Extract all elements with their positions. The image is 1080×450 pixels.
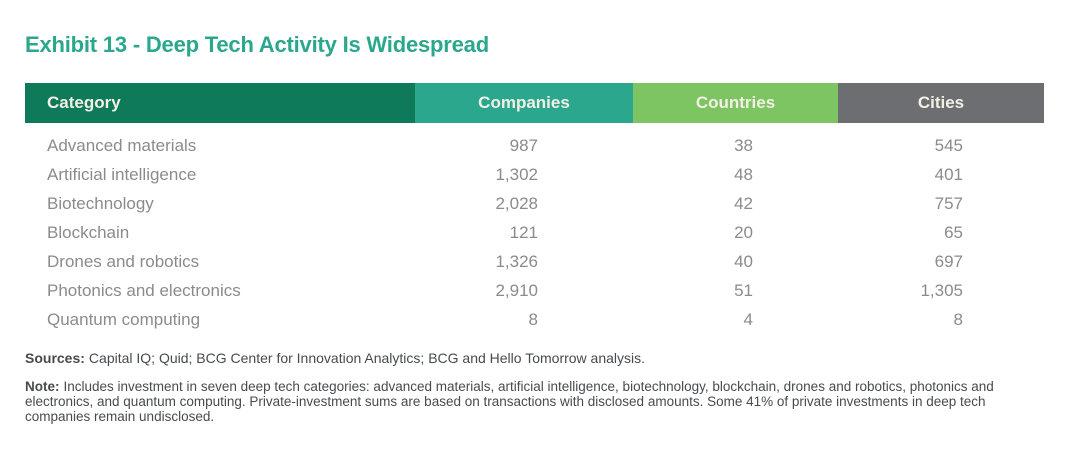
companies-cell: 1,302	[495, 164, 538, 184]
cities-cell: 697	[934, 251, 963, 271]
deep-tech-table: Category Companies Countries Cities Adva…	[25, 83, 1044, 334]
cities-cell: 8	[953, 309, 963, 329]
companies-cell: 2,028	[495, 193, 538, 213]
companies-cell: 1,326	[495, 251, 538, 271]
cities-cell: 401	[934, 164, 963, 184]
note-label: Note:	[25, 378, 60, 394]
column-header-companies: Companies	[415, 83, 633, 123]
column-header-countries: Countries	[633, 83, 838, 123]
countries-cell: 38	[734, 135, 753, 155]
countries-cell: 20	[734, 222, 753, 242]
cities-cell: 757	[934, 193, 963, 213]
category-cell: Drones and robotics	[47, 251, 200, 271]
companies-cell: 8	[528, 309, 538, 329]
companies-cell: 2,910	[495, 280, 538, 300]
table-header-row: Category Companies Countries Cities	[25, 83, 1044, 123]
table-row: Blockchain 121 20 65	[25, 218, 1044, 247]
companies-cell: 987	[509, 135, 538, 155]
countries-cell: 42	[734, 193, 753, 213]
category-cell: Biotechnology	[47, 193, 154, 213]
table-row: Photonics and electronics 2,910 51 1,305	[25, 276, 1044, 305]
table-row: Biotechnology 2,028 42 757	[25, 189, 1044, 218]
category-cell: Advanced materials	[47, 135, 197, 155]
cities-cell: 65	[944, 222, 963, 242]
countries-cell: 51	[734, 280, 753, 300]
cities-cell: 545	[934, 135, 963, 155]
column-header-cities: Cities	[838, 83, 1044, 123]
countries-cell: 4	[743, 309, 753, 329]
note-text: Includes investment in seven deep tech c…	[25, 378, 994, 425]
table-row: Advanced materials 987 38 545	[25, 131, 1044, 160]
companies-cell: 121	[509, 222, 538, 242]
sources-line: Sources: Capital IQ; Quid; BCG Center for…	[25, 350, 1050, 367]
table-body: Advanced materials 987 38 545 Artificial…	[25, 131, 1044, 334]
sources-label: Sources:	[25, 350, 85, 366]
category-cell: Quantum computing	[47, 309, 201, 329]
table-row: Drones and robotics 1,326 40 697	[25, 247, 1044, 276]
table-row: Quantum computing 8 4 8	[25, 305, 1044, 334]
countries-cell: 40	[734, 251, 753, 271]
sources-text: Capital IQ; Quid; BCG Center for Innovat…	[88, 350, 646, 366]
page-title: Exhibit 13 - Deep Tech Activity Is Wides…	[25, 32, 489, 57]
category-cell: Artificial intelligence	[47, 164, 197, 184]
table-row: Artificial intelligence 1,302 48 401	[25, 160, 1044, 189]
cities-cell: 1,305	[920, 280, 963, 300]
footnotes: Sources: Capital IQ; Quid; BCG Center for…	[25, 350, 1050, 425]
countries-cell: 48	[734, 164, 753, 184]
category-cell: Photonics and electronics	[47, 280, 241, 300]
column-header-category: Category	[25, 83, 415, 123]
note-paragraph: Note: Includes investment in seven deep t…	[25, 379, 1050, 425]
category-cell: Blockchain	[47, 222, 130, 242]
